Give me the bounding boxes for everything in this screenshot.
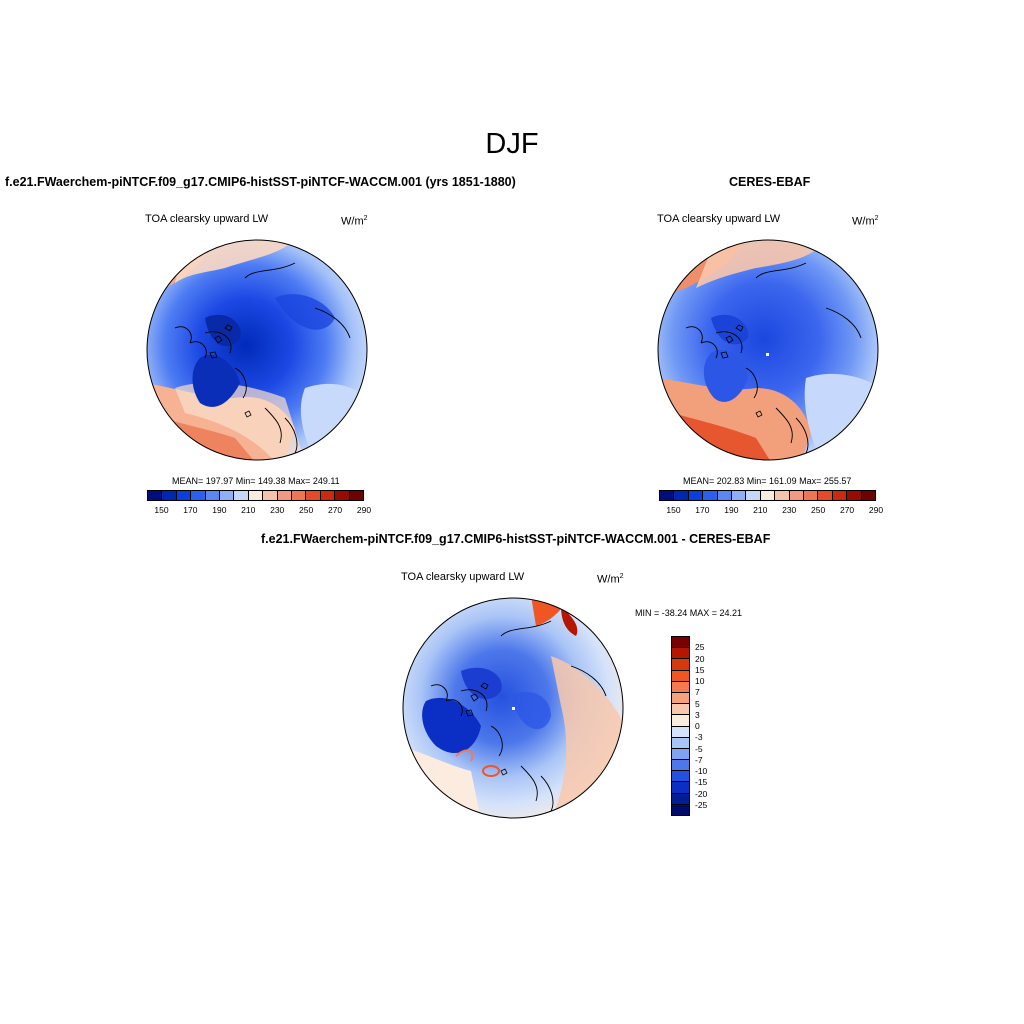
model-colorbar-tick-label: 230 bbox=[270, 505, 285, 515]
model-colorbar-swatch bbox=[191, 491, 206, 500]
obs-colorbar-tick-label: 230 bbox=[782, 505, 797, 515]
model-colorbar bbox=[147, 490, 364, 501]
diff-colorbar-swatch bbox=[672, 726, 689, 738]
model-colorbar-swatch bbox=[248, 491, 264, 500]
obs-colorbar bbox=[659, 490, 876, 501]
main-title: DJF bbox=[485, 128, 539, 160]
obs-colorbar-swatch bbox=[688, 491, 704, 500]
model-colorbar-tick-label: 290 bbox=[356, 505, 372, 515]
diff-colorbar-tick-label: 7 bbox=[695, 687, 700, 698]
obs-colorbar-swatch bbox=[847, 491, 862, 500]
diff-colorbar-tick-label: 0 bbox=[695, 721, 700, 731]
model-colorbar-tick-label: 250 bbox=[299, 505, 314, 515]
model-colorbar-swatch bbox=[349, 491, 364, 500]
diff-polar-map bbox=[402, 597, 624, 819]
diff-colorbar-swatch bbox=[672, 793, 689, 805]
diff-colorbar-swatch bbox=[672, 637, 689, 649]
obs-colorbar-swatch bbox=[789, 491, 805, 500]
obs-colorbar-swatch bbox=[861, 491, 876, 500]
model-colorbar-swatch bbox=[306, 491, 321, 500]
model-panel-title: f.e21.FWaerchem-piNTCF.f09_g17.CMIP6-his… bbox=[5, 175, 516, 189]
obs-colorbar-swatch bbox=[804, 491, 819, 500]
model-colorbar-swatch bbox=[220, 491, 235, 500]
model-colorbar-tick-label: 190 bbox=[212, 505, 227, 515]
diff-colorbar-swatch bbox=[672, 704, 689, 716]
diff-colorbar-swatch bbox=[672, 681, 689, 693]
diff-colorbar-tick-label: -20 bbox=[695, 788, 708, 799]
model-colorbar-tick-label: 210 bbox=[241, 505, 256, 515]
diff-colorbar-tick-label: -5 bbox=[695, 743, 703, 754]
obs-colorbar-swatch bbox=[732, 491, 747, 500]
diff-colorbar-tick-label: -25 bbox=[695, 799, 708, 810]
obs-colorbar-tick-label: 150 bbox=[666, 505, 681, 515]
diff-colorbar-tick-label: 15 bbox=[695, 664, 705, 675]
obs-colorbar-tick-label: 270 bbox=[839, 505, 855, 515]
diff-colorbar-tick-label: -3 bbox=[695, 732, 703, 743]
model-colorbar-swatch bbox=[205, 491, 221, 500]
model-colorbar-swatch bbox=[292, 491, 307, 500]
diff-colorbar-swatch bbox=[672, 760, 689, 772]
model-colorbar-swatch bbox=[162, 491, 177, 500]
diff-colorbar-tick-label: 5 bbox=[695, 698, 700, 709]
obs-colorbar-swatch bbox=[760, 491, 776, 500]
diff-colorbar-swatch bbox=[672, 648, 689, 660]
diff-stats: MIN = -38.24 MAX = 24.21 bbox=[635, 608, 743, 618]
obs-colorbar-swatch bbox=[703, 491, 718, 500]
diff-colorbar-tick-label: 10 bbox=[695, 676, 705, 686]
obs-stats: MEAN= 202.83 Min= 161.09 Max= 255.57 bbox=[683, 476, 852, 486]
obs-colorbar-tick-label: 290 bbox=[868, 505, 884, 515]
diff-colorbar-swatch bbox=[672, 804, 689, 815]
obs-colorbar-tick-label: 190 bbox=[724, 505, 739, 515]
model-colorbar-labels: 150 170 190 210 230 250 270 290 bbox=[147, 505, 371, 517]
diff-colorbar-tick-label: -10 bbox=[695, 766, 708, 776]
obs-colorbar-swatch bbox=[775, 491, 790, 500]
model-colorbar-swatch bbox=[335, 491, 350, 500]
model-polar-map bbox=[146, 239, 368, 461]
diff-units-label: W/m2 bbox=[597, 573, 624, 586]
obs-colorbar-labels: 150 170 190 210 230 250 270 290 bbox=[659, 505, 883, 517]
obs-units-label: W/m2 bbox=[852, 215, 879, 228]
diff-colorbar-swatch bbox=[672, 692, 689, 705]
obs-colorbar-swatch bbox=[674, 491, 689, 500]
obs-colorbar-tick-label: 250 bbox=[811, 505, 826, 515]
diff-colorbar-swatch bbox=[672, 748, 689, 761]
diff-colorbar-tick-label: 20 bbox=[695, 653, 705, 664]
model-colorbar-swatch bbox=[148, 491, 163, 500]
model-colorbar-tick-label: 170 bbox=[183, 505, 198, 515]
obs-variable-label: TOA clearsky upward LW bbox=[657, 213, 781, 225]
diff-colorbar-swatch bbox=[672, 659, 689, 671]
diff-panel-title: f.e21.FWaerchem-piNTCF.f09_g17.CMIP6-his… bbox=[261, 532, 771, 546]
obs-colorbar-swatch bbox=[660, 491, 675, 500]
diff-colorbar-swatch bbox=[672, 771, 689, 783]
diff-colorbar-swatch bbox=[672, 737, 689, 749]
model-colorbar-swatch bbox=[320, 491, 336, 500]
diff-colorbar-tick-label: 3 bbox=[695, 709, 700, 720]
diff-colorbar-swatch bbox=[672, 782, 689, 794]
diff-colorbar-tick-label: -7 bbox=[695, 754, 703, 765]
diff-colorbar bbox=[671, 636, 690, 816]
model-colorbar-swatch bbox=[234, 491, 249, 500]
obs-colorbar-swatch bbox=[818, 491, 833, 500]
diff-variable-label: TOA clearsky upward LW bbox=[401, 571, 525, 583]
diff-colorbar-swatch bbox=[672, 670, 689, 682]
diff-colorbar-swatch bbox=[672, 715, 689, 727]
model-colorbar-swatch bbox=[176, 491, 192, 500]
model-colorbar-tick-label: 270 bbox=[327, 505, 343, 515]
model-stats: MEAN= 197.97 Min= 149.38 Max= 249.11 bbox=[172, 476, 340, 486]
model-units-label: W/m2 bbox=[341, 215, 368, 228]
model-colorbar-swatch bbox=[277, 491, 293, 500]
obs-colorbar-swatch bbox=[832, 491, 848, 500]
model-colorbar-swatch bbox=[263, 491, 278, 500]
diff-colorbar-tick-label: -15 bbox=[695, 777, 708, 788]
obs-panel-title: CERES-EBAF bbox=[729, 175, 811, 189]
diff-colorbar-tick-label: 25 bbox=[695, 642, 705, 653]
diff-colorbar-labels: 25 20 15 10 7 5 3 0 -3 -5 -7 -10 -15 -20 -25 bbox=[695, 636, 725, 816]
model-variable-label: TOA clearsky upward LW bbox=[145, 213, 269, 225]
obs-polar-map bbox=[657, 239, 879, 461]
obs-colorbar-tick-label: 170 bbox=[695, 505, 710, 515]
obs-colorbar-swatch bbox=[746, 491, 761, 500]
model-colorbar-tick-label: 150 bbox=[154, 505, 169, 515]
obs-colorbar-tick-label: 210 bbox=[753, 505, 768, 515]
obs-colorbar-swatch bbox=[717, 491, 733, 500]
